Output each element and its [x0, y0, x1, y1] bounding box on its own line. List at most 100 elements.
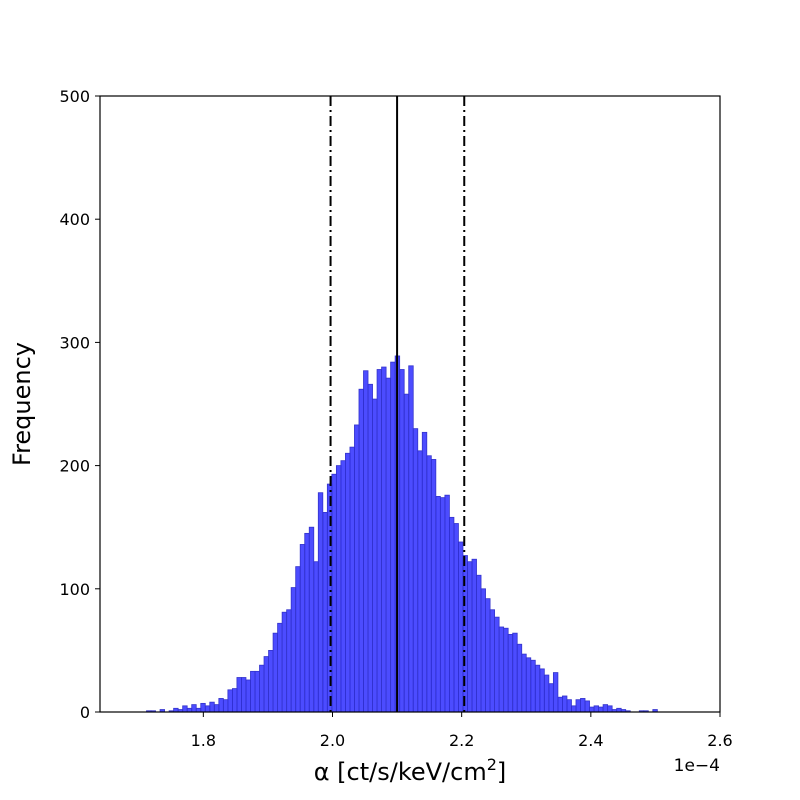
histogram-bar [534, 664, 541, 713]
histogram-bar [543, 674, 550, 713]
histogram-bar [548, 683, 554, 713]
histogram-bar [458, 541, 464, 713]
histogram-bar [521, 653, 527, 713]
histogram-bar [259, 664, 265, 713]
histogram-bar [444, 494, 450, 713]
histogram-bar [575, 699, 581, 713]
histogram-bar [607, 705, 613, 713]
histogram-bar [213, 704, 220, 713]
histogram-bar [485, 598, 491, 713]
histogram-bar [584, 700, 590, 713]
histogram-bar [467, 561, 473, 713]
histogram-bar [308, 526, 315, 713]
histogram-bar [566, 699, 572, 713]
histogram-bar [354, 424, 360, 713]
histogram-bar [317, 492, 324, 713]
x-axis-label: α [ct/s/keV/cm2] [314, 755, 507, 786]
histogram-bar [331, 473, 337, 713]
histogram-bar [476, 574, 482, 713]
histogram-bar [439, 497, 446, 713]
histogram-bar [209, 701, 215, 713]
histogram-bar [489, 609, 496, 713]
histogram-bar [552, 672, 559, 713]
y-axis-label: Frequency [8, 342, 36, 466]
y-tick-label: 200 [59, 457, 90, 476]
histogram-bar [263, 656, 269, 713]
histogram-bar [286, 609, 292, 713]
histogram-bar [363, 370, 369, 713]
histogram-bar [372, 398, 378, 713]
histogram-bar [376, 369, 382, 713]
histogram-bar [571, 705, 577, 713]
histogram-bar [408, 365, 414, 713]
histogram-bar [204, 705, 211, 713]
x-axis-offset-label: 1e−4 [674, 756, 720, 776]
histogram-bar [245, 679, 251, 713]
histogram-bar [562, 695, 568, 713]
histogram-bar [191, 704, 197, 713]
histogram-bar [254, 670, 260, 713]
histogram-bar [281, 611, 288, 713]
histogram-bar [231, 688, 238, 713]
histogram-bar [426, 455, 432, 713]
histogram-bar [430, 459, 437, 713]
histogram-bar [435, 495, 441, 713]
y-axis-ticks: 0 100 200 300 400 500 [59, 87, 100, 722]
x-tick-label: 2.2 [449, 731, 474, 750]
histogram-bar [272, 632, 279, 713]
histogram-bar [335, 465, 342, 713]
histogram-bar [385, 377, 392, 713]
histogram-bar [182, 705, 188, 713]
histogram-bar [589, 706, 595, 713]
histogram-bar [494, 616, 500, 713]
histogram-bar [498, 626, 505, 713]
histogram-bar [381, 366, 387, 713]
y-tick-label: 500 [59, 87, 90, 106]
histogram-bar [277, 622, 283, 713]
histogram-bar [399, 369, 405, 713]
histogram-bar [530, 659, 536, 713]
histogram-bar [358, 388, 364, 713]
y-tick-label: 0 [80, 703, 90, 722]
histogram-bar [557, 696, 563, 713]
histogram-bar [322, 512, 328, 713]
histogram-bar [200, 702, 206, 713]
histogram-bar [421, 431, 428, 713]
histogram-bar [222, 699, 229, 713]
reference-lines [329, 96, 466, 712]
histogram-bars [146, 355, 658, 713]
plot-frame [99, 95, 721, 713]
histogram-bar [236, 677, 242, 713]
histogram-bar [453, 523, 459, 713]
histogram-bar [480, 588, 486, 713]
histogram-bar [290, 587, 297, 713]
histogram-bar [516, 643, 523, 713]
histogram-bar [598, 706, 604, 713]
histogram-bar [299, 544, 306, 713]
histogram-bar [512, 632, 518, 713]
x-tick-label: 2.4 [578, 731, 603, 750]
histogram-bar [593, 705, 599, 713]
histogram-bar [507, 633, 514, 713]
histogram-bar [349, 446, 355, 713]
y-tick-label: 400 [59, 210, 90, 229]
histogram-bar [390, 361, 396, 713]
histogram-bar [448, 516, 455, 713]
x-tick-label: 2.6 [707, 731, 732, 750]
histogram-bar [313, 561, 319, 713]
histogram-bar [340, 460, 346, 713]
histogram-bar [580, 698, 586, 713]
histogram-bar [304, 532, 310, 713]
histogram-bar [412, 428, 419, 713]
histogram-bar [403, 393, 410, 713]
histogram-bar [241, 677, 247, 713]
histogram-bar [525, 657, 532, 713]
x-axis-ticks: 1.8 2.0 2.2 2.4 2.6 [191, 712, 733, 750]
histogram-bar [471, 558, 477, 713]
histogram-bar [539, 668, 545, 713]
y-tick-label: 300 [59, 333, 90, 352]
histogram-bar [218, 698, 224, 713]
histogram-bar [250, 670, 256, 713]
histogram-bar [295, 566, 301, 713]
